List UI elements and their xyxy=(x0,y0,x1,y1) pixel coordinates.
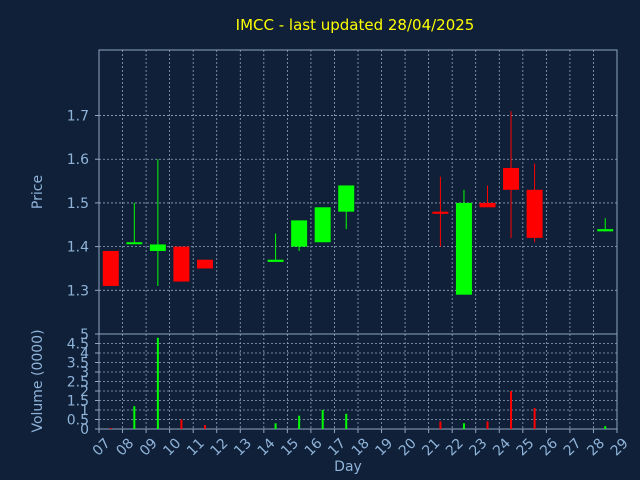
volume-bar xyxy=(133,406,136,429)
price-tick-label: 1.6 xyxy=(67,152,89,168)
volume-tick-label: 5 xyxy=(80,327,89,343)
candle-body xyxy=(338,185,355,212)
volume-tick-label: 2 xyxy=(80,384,89,400)
x-tick-label: 18 xyxy=(349,435,373,459)
x-tick-label: 22 xyxy=(443,435,467,459)
x-tick-label: 25 xyxy=(514,435,538,459)
volume-tick-label: 4.5 xyxy=(67,337,89,353)
chart-title: IMCC - last updated 28/04/2025 xyxy=(236,16,475,34)
candlestick-series xyxy=(102,111,614,295)
x-tick-label: 29 xyxy=(608,435,632,459)
volume-bar xyxy=(274,423,277,429)
volume-bar xyxy=(156,337,159,429)
x-tick-label: 28 xyxy=(584,435,608,459)
x-tick-label: 26 xyxy=(537,435,561,459)
volume-bar xyxy=(510,391,513,429)
volume-bar xyxy=(298,415,301,429)
volume-bar xyxy=(486,421,489,429)
volume-bar xyxy=(345,413,348,429)
candle-body xyxy=(149,244,166,251)
price-grid xyxy=(99,50,617,334)
candle-body xyxy=(196,259,213,269)
x-tick-label: 12 xyxy=(208,435,232,459)
x-tick-label: 21 xyxy=(419,435,443,459)
x-tick-label: 27 xyxy=(561,435,585,459)
volume-bar xyxy=(109,428,112,429)
candle-body xyxy=(173,246,190,282)
candle-body xyxy=(479,202,496,208)
volume-bar xyxy=(203,425,206,429)
x-tick-label: 24 xyxy=(490,435,514,459)
x-tick-label: 13 xyxy=(231,435,255,459)
x-tick-label: 14 xyxy=(255,435,279,459)
candle-body xyxy=(503,167,520,190)
price-axis-label: Price xyxy=(30,175,46,209)
volume-tick-label: 3 xyxy=(80,365,89,381)
volume-tick-label: 0.5 xyxy=(67,413,89,429)
volume-tick-label: 2.5 xyxy=(67,375,89,391)
candle-body xyxy=(597,229,614,232)
candle-body xyxy=(526,189,543,238)
candle-body xyxy=(102,250,119,286)
x-tick-label: 07 xyxy=(90,435,114,459)
volume-bar xyxy=(180,419,183,429)
candle-body xyxy=(291,220,308,247)
volume-bar xyxy=(321,410,324,429)
volume-tick-label: 1.5 xyxy=(67,394,89,410)
x-tick-label: 23 xyxy=(467,435,491,459)
candle-body xyxy=(314,207,331,243)
price-y-ticks: 1.3 1.4 1.5 1.6 1.7 xyxy=(67,109,99,299)
candle-body xyxy=(455,202,472,295)
x-tick-label: 16 xyxy=(302,435,326,459)
candle-body xyxy=(267,259,284,262)
x-tick-label: 19 xyxy=(372,435,396,459)
x-tick-label: 10 xyxy=(160,435,184,459)
candle-body xyxy=(126,242,143,245)
x-axis-label: Day xyxy=(334,459,362,475)
volume-bar xyxy=(462,423,465,429)
volume-bar xyxy=(439,421,442,429)
volume-tick-label: 1 xyxy=(80,403,89,419)
volume-y-ticks: 00.511.522.533.544.55 xyxy=(67,327,99,438)
x-tick-label: 11 xyxy=(184,435,208,459)
candle-body xyxy=(432,211,449,214)
x-tick-label: 15 xyxy=(278,435,302,459)
volume-bar xyxy=(604,426,607,429)
price-tick-label: 1.7 xyxy=(67,109,89,125)
volume-series xyxy=(109,337,607,429)
volume-bar xyxy=(533,408,536,429)
x-tick-label: 09 xyxy=(137,435,161,459)
volume-tick-label: 4 xyxy=(80,346,89,362)
volume-axis-label: Volume (0000) xyxy=(30,329,46,432)
x-tick-label: 08 xyxy=(113,435,137,459)
x-tick-label: 17 xyxy=(325,435,349,459)
volume-tick-label: 3.5 xyxy=(67,356,89,372)
price-tick-label: 1.3 xyxy=(67,283,89,299)
volume-tick-label: 0 xyxy=(80,422,89,438)
price-tick-label: 1.5 xyxy=(67,196,89,212)
volume-grid xyxy=(99,334,617,429)
x-axis-ticks: 07 08 09 10 11 12 13 14 15 16 17 18 19 20 21 22 23 24 25 26… xyxy=(90,429,632,459)
x-tick-label: 20 xyxy=(396,435,420,459)
price-tick-label: 1.4 xyxy=(67,240,89,256)
